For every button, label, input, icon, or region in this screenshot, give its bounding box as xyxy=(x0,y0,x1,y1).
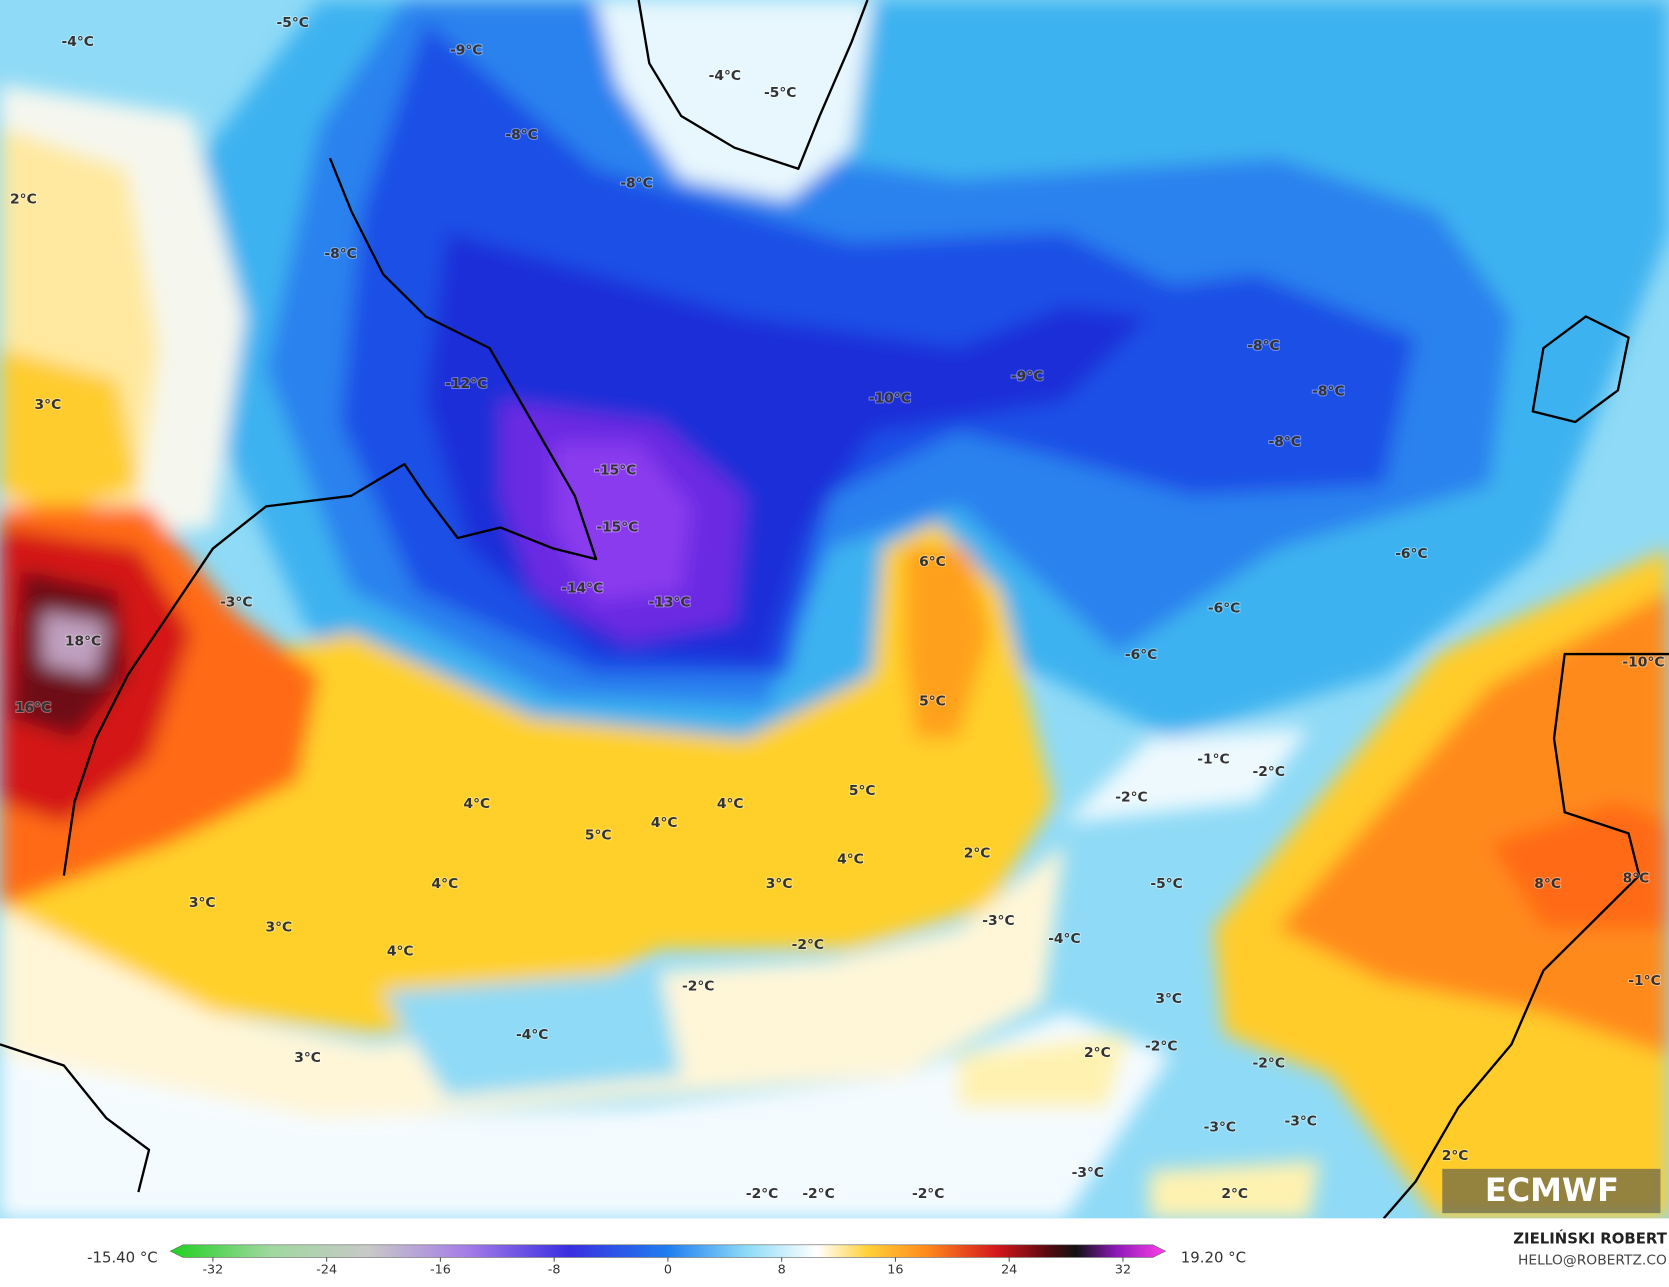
temperature-label: -10°C xyxy=(1622,655,1664,671)
temperature-label: -8°C xyxy=(505,127,537,143)
temperature-label: -10°C xyxy=(869,391,911,407)
temperature-label: -12°C xyxy=(445,376,487,392)
temperature-label: 5°C xyxy=(585,828,612,844)
temperature-label: 4°C xyxy=(651,815,678,831)
map-field: -5°C -4°C -9°C -8°C -8°C -4°C -5°C 2°C -8°C -12°C… xyxy=(0,0,1669,1219)
temperature-label: 2°C xyxy=(10,191,37,207)
temperature-label: -2°C xyxy=(1253,1055,1285,1071)
temperature-label: -2°C xyxy=(802,1186,834,1202)
coastlines xyxy=(0,0,1669,1219)
temperature-label: 5°C xyxy=(849,783,876,799)
colorbar-ticks: -32 -24 -16 -8 0 8 16 24 32 xyxy=(202,1257,1131,1277)
temperature-label: -5°C xyxy=(277,15,309,31)
colorbar-tick-label: -16 xyxy=(430,1262,451,1277)
temperature-label: 4°C xyxy=(837,852,864,868)
temperature-label: -2°C xyxy=(746,1186,778,1202)
temperature-label: 3°C xyxy=(35,397,62,413)
colorbar-tick-label: 8 xyxy=(778,1262,786,1277)
temperature-label: -3°C xyxy=(982,913,1014,929)
temperature-label: 2°C xyxy=(1084,1045,1111,1061)
temperature-label: 2°C xyxy=(964,845,991,861)
colorbar-tick-label: -32 xyxy=(202,1262,223,1277)
colorbar-min: -15.40 °C xyxy=(87,1250,158,1267)
temperature-label: -4°C xyxy=(709,68,741,84)
temperature-label: -15°C xyxy=(596,519,638,535)
temperature-label: -13°C xyxy=(648,594,690,610)
temperature-label: 5°C xyxy=(919,694,946,710)
colorbar-bar xyxy=(169,1244,1167,1258)
temperature-label: -2°C xyxy=(912,1186,944,1202)
temperature-label: -2°C xyxy=(792,937,824,953)
temperature-label: -6°C xyxy=(1208,601,1240,617)
temperature-label: -15°C xyxy=(594,463,636,479)
logo-box xyxy=(1442,1168,1661,1214)
temperature-label: 3°C xyxy=(1155,991,1182,1007)
temperature-label: 16°C xyxy=(15,700,51,716)
temperature-label: 3°C xyxy=(189,895,216,911)
temperature-label: -3°C xyxy=(1204,1120,1236,1136)
colorbar-tick-label: 32 xyxy=(1115,1262,1131,1277)
temperature-label: -9°C xyxy=(1011,369,1043,385)
credit-contact: HELLO@ROBERTZ.CO xyxy=(1518,1253,1667,1269)
colorbar: -15.40 °C 19.20 °C -32 -24 -16 -8 0 8 16 24 32 xyxy=(87,1244,1246,1277)
temperature-label: -8°C xyxy=(1312,383,1344,399)
credit-name: ZIELIŃSKI ROBERT xyxy=(1513,1230,1668,1248)
temperature-label: -3°C xyxy=(220,594,252,610)
colorbar-tick-label: -8 xyxy=(548,1262,561,1277)
temperature-label: -8°C xyxy=(324,246,356,262)
colorbar-max: 19.20 °C xyxy=(1181,1250,1246,1267)
temperature-label: -4°C xyxy=(1048,931,1080,947)
temperature-label: -4°C xyxy=(61,34,93,50)
temperature-label: -6°C xyxy=(1395,546,1427,562)
colorbar-tick-label: -24 xyxy=(316,1262,337,1277)
temperature-label: -2°C xyxy=(1253,764,1285,780)
temperature-label: -6°C xyxy=(1125,647,1157,663)
temperature-labels: -5°C -4°C -9°C -8°C -8°C -4°C -5°C 2°C -8°C -12°C… xyxy=(9,14,1666,1203)
colorbar-tick-label: 0 xyxy=(664,1262,672,1277)
temperature-label: -5°C xyxy=(764,85,796,101)
iberia-africa-coast xyxy=(1382,652,1669,1219)
temperature-label: -2°C xyxy=(682,978,714,994)
temperature-label: 4°C xyxy=(387,944,414,960)
caribbean-coast xyxy=(0,1043,151,1193)
temperature-label: -8°C xyxy=(1269,434,1301,450)
temperature-label: -3°C xyxy=(1072,1165,1104,1181)
colorbar-tick-label: 24 xyxy=(1001,1262,1017,1277)
temperature-label: 4°C xyxy=(717,796,744,812)
temperature-label: -2°C xyxy=(1145,1039,1177,1055)
temperature-label: 3°C xyxy=(266,919,293,935)
temperature-label: 4°C xyxy=(432,876,459,892)
temperature-label: 8°C xyxy=(1623,871,1650,887)
temperature-label: -9°C xyxy=(450,43,482,59)
temperature-label: -14°C xyxy=(561,581,603,597)
north-america-coast xyxy=(62,157,598,876)
colorbar-tick-label: 16 xyxy=(887,1262,903,1277)
temperature-label: -3°C xyxy=(1285,1113,1317,1129)
temperature-label: 18°C xyxy=(65,633,101,649)
temperature-label: 6°C xyxy=(919,554,946,570)
temperature-label: 3°C xyxy=(294,1050,321,1066)
temperature-label: 2°C xyxy=(1442,1148,1469,1164)
temperature-label: 4°C xyxy=(464,796,491,812)
temperature-label: -5°C xyxy=(1150,876,1182,892)
temperature-label: -4°C xyxy=(516,1027,548,1043)
ireland-coast xyxy=(1531,315,1630,424)
temperature-label: -2°C xyxy=(1115,790,1147,806)
logo: ECMWF xyxy=(1442,1168,1661,1214)
temperature-label: -8°C xyxy=(620,176,652,192)
temperature-label: -1°C xyxy=(1628,973,1660,989)
temperature-field xyxy=(0,0,1669,1219)
temperature-label: -1°C xyxy=(1197,752,1229,768)
temperature-label: 8°C xyxy=(1534,876,1561,892)
logo-text: ECMWF xyxy=(1485,1172,1619,1209)
temperature-label: -8°C xyxy=(1247,338,1279,354)
temperature-label: 2°C xyxy=(1221,1186,1248,1202)
greenland-coast xyxy=(637,0,869,170)
temperature-label: 3°C xyxy=(766,876,793,892)
